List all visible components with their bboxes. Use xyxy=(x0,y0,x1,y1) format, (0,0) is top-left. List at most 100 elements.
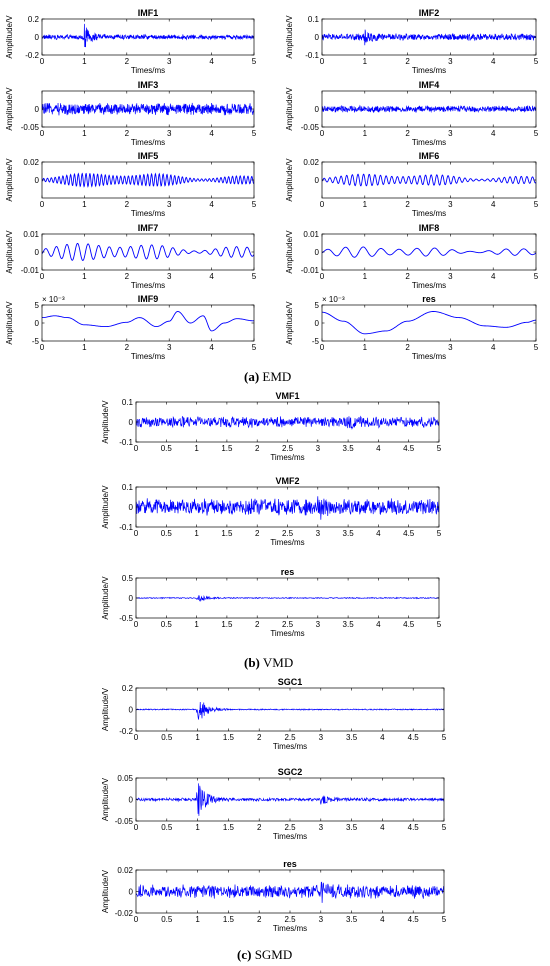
caption-letter: (a) xyxy=(244,369,259,384)
x-tick-label: 5 xyxy=(534,343,539,352)
y-tick-label: 0.2 xyxy=(28,15,40,24)
axes-frame xyxy=(41,304,255,342)
x-tick-label: 4 xyxy=(380,733,385,742)
axes-frame xyxy=(321,304,537,342)
x-tick-label: 5 xyxy=(437,620,442,629)
y-axis-label: Amplitude/V xyxy=(5,301,14,345)
x-tick-label: 3 xyxy=(167,343,172,352)
series-line xyxy=(322,104,536,114)
x-tick-label: 1 xyxy=(82,57,87,66)
y-tick-label: -0.05 xyxy=(115,817,134,826)
x-tick-label: 3.5 xyxy=(346,733,358,742)
axes-frame xyxy=(321,233,537,271)
y-tick-label: 0 xyxy=(129,503,134,512)
x-tick-label: 5 xyxy=(252,343,257,352)
x-tick-label: 5 xyxy=(437,529,442,538)
x-tick-label: 0 xyxy=(40,200,45,209)
x-tick-label: 0 xyxy=(134,529,139,538)
x-tick-label: 1 xyxy=(194,620,199,629)
x-tick-label: 4.5 xyxy=(403,529,415,538)
y-tick-label: 0.02 xyxy=(23,158,39,167)
x-tick-label: 1 xyxy=(194,529,199,538)
caption-text: EMD xyxy=(259,369,291,384)
x-tick-label: 4 xyxy=(491,343,496,352)
chart-title: IMF3 xyxy=(138,80,159,90)
x-axis-label: Times/ms xyxy=(270,629,304,638)
x-tick-label: 5 xyxy=(437,444,442,453)
x-tick-label: 3 xyxy=(167,272,172,281)
x-tick-label: 3.5 xyxy=(343,444,355,453)
x-tick-label: 2 xyxy=(255,620,260,629)
series-line xyxy=(136,415,439,430)
y-tick-label: -0.1 xyxy=(119,523,133,532)
x-tick-label: 2 xyxy=(257,915,262,924)
x-tick-label: 5 xyxy=(534,57,539,66)
x-tick-label: 3 xyxy=(448,343,453,352)
y-tick-label: 0 xyxy=(315,33,320,42)
y-tick-label: -0.5 xyxy=(119,614,133,623)
y-axis-label: Amplitude/V xyxy=(285,301,294,345)
x-tick-label: 2 xyxy=(125,272,130,281)
y-tick-label: 0.01 xyxy=(303,230,319,239)
y-tick-label: 0 xyxy=(35,33,40,42)
x-tick-label: 5 xyxy=(534,200,539,209)
x-tick-label: 0 xyxy=(320,343,325,352)
x-axis-label: Times/ms xyxy=(412,352,446,361)
x-tick-label: 3 xyxy=(319,823,324,832)
x-tick-label: 0 xyxy=(134,733,139,742)
y-tick-label: -0.1 xyxy=(305,51,319,60)
y-axis-label: Amplitude/V xyxy=(101,576,110,620)
y-axis-label: Amplitude/V xyxy=(285,15,294,59)
chart-title: res xyxy=(283,859,297,869)
x-tick-label: 3.5 xyxy=(343,529,355,538)
x-tick-label: 5 xyxy=(252,200,257,209)
y-tick-label: 0 xyxy=(129,594,134,603)
x-tick-label: 5 xyxy=(252,129,257,138)
x-tick-label: 2 xyxy=(125,129,130,138)
x-axis-label: Times/ms xyxy=(270,453,304,462)
x-tick-label: 2 xyxy=(125,343,130,352)
x-tick-label: 3 xyxy=(319,915,324,924)
chart-title: VMF2 xyxy=(275,476,299,486)
x-tick-label: 4.5 xyxy=(408,915,420,924)
series-line xyxy=(42,102,254,116)
y-axis-label: Amplitude/V xyxy=(101,485,110,529)
x-tick-label: 3 xyxy=(167,200,172,209)
caption-text: VMD xyxy=(260,655,293,670)
y-tick-label: 0.1 xyxy=(122,483,134,492)
x-tick-label: 1 xyxy=(82,200,87,209)
x-tick-label: 1 xyxy=(82,129,87,138)
x-tick-label: 5 xyxy=(442,733,447,742)
y-tick-label: 0.1 xyxy=(122,398,134,407)
x-tick-label: 0.5 xyxy=(161,444,173,453)
x-tick-label: 1 xyxy=(195,733,200,742)
x-tick-label: 0 xyxy=(320,57,325,66)
y-tick-label: -5 xyxy=(312,337,320,346)
x-tick-label: 0 xyxy=(40,57,45,66)
caption-sgmd: (c) SGMD xyxy=(237,947,292,962)
x-tick-label: 5 xyxy=(534,272,539,281)
x-tick-label: 4 xyxy=(209,200,214,209)
axes-frame xyxy=(41,233,255,271)
x-tick-label: 2 xyxy=(255,444,260,453)
y-tick-label: 0 xyxy=(129,888,134,897)
x-axis-label: Times/ms xyxy=(412,66,446,75)
chart-title: IMF9 xyxy=(138,294,159,304)
x-tick-label: 3 xyxy=(167,57,172,66)
y-tick-label: 0 xyxy=(129,706,134,715)
x-tick-label: 2.5 xyxy=(282,529,294,538)
caption-letter: (b) xyxy=(244,655,260,670)
x-tick-label: 3 xyxy=(448,57,453,66)
chart-title: res xyxy=(422,294,436,304)
y-tick-label: -0.1 xyxy=(119,438,133,447)
x-tick-label: 3 xyxy=(448,272,453,281)
x-tick-label: 4 xyxy=(376,529,381,538)
x-axis-label: Times/ms xyxy=(412,209,446,218)
